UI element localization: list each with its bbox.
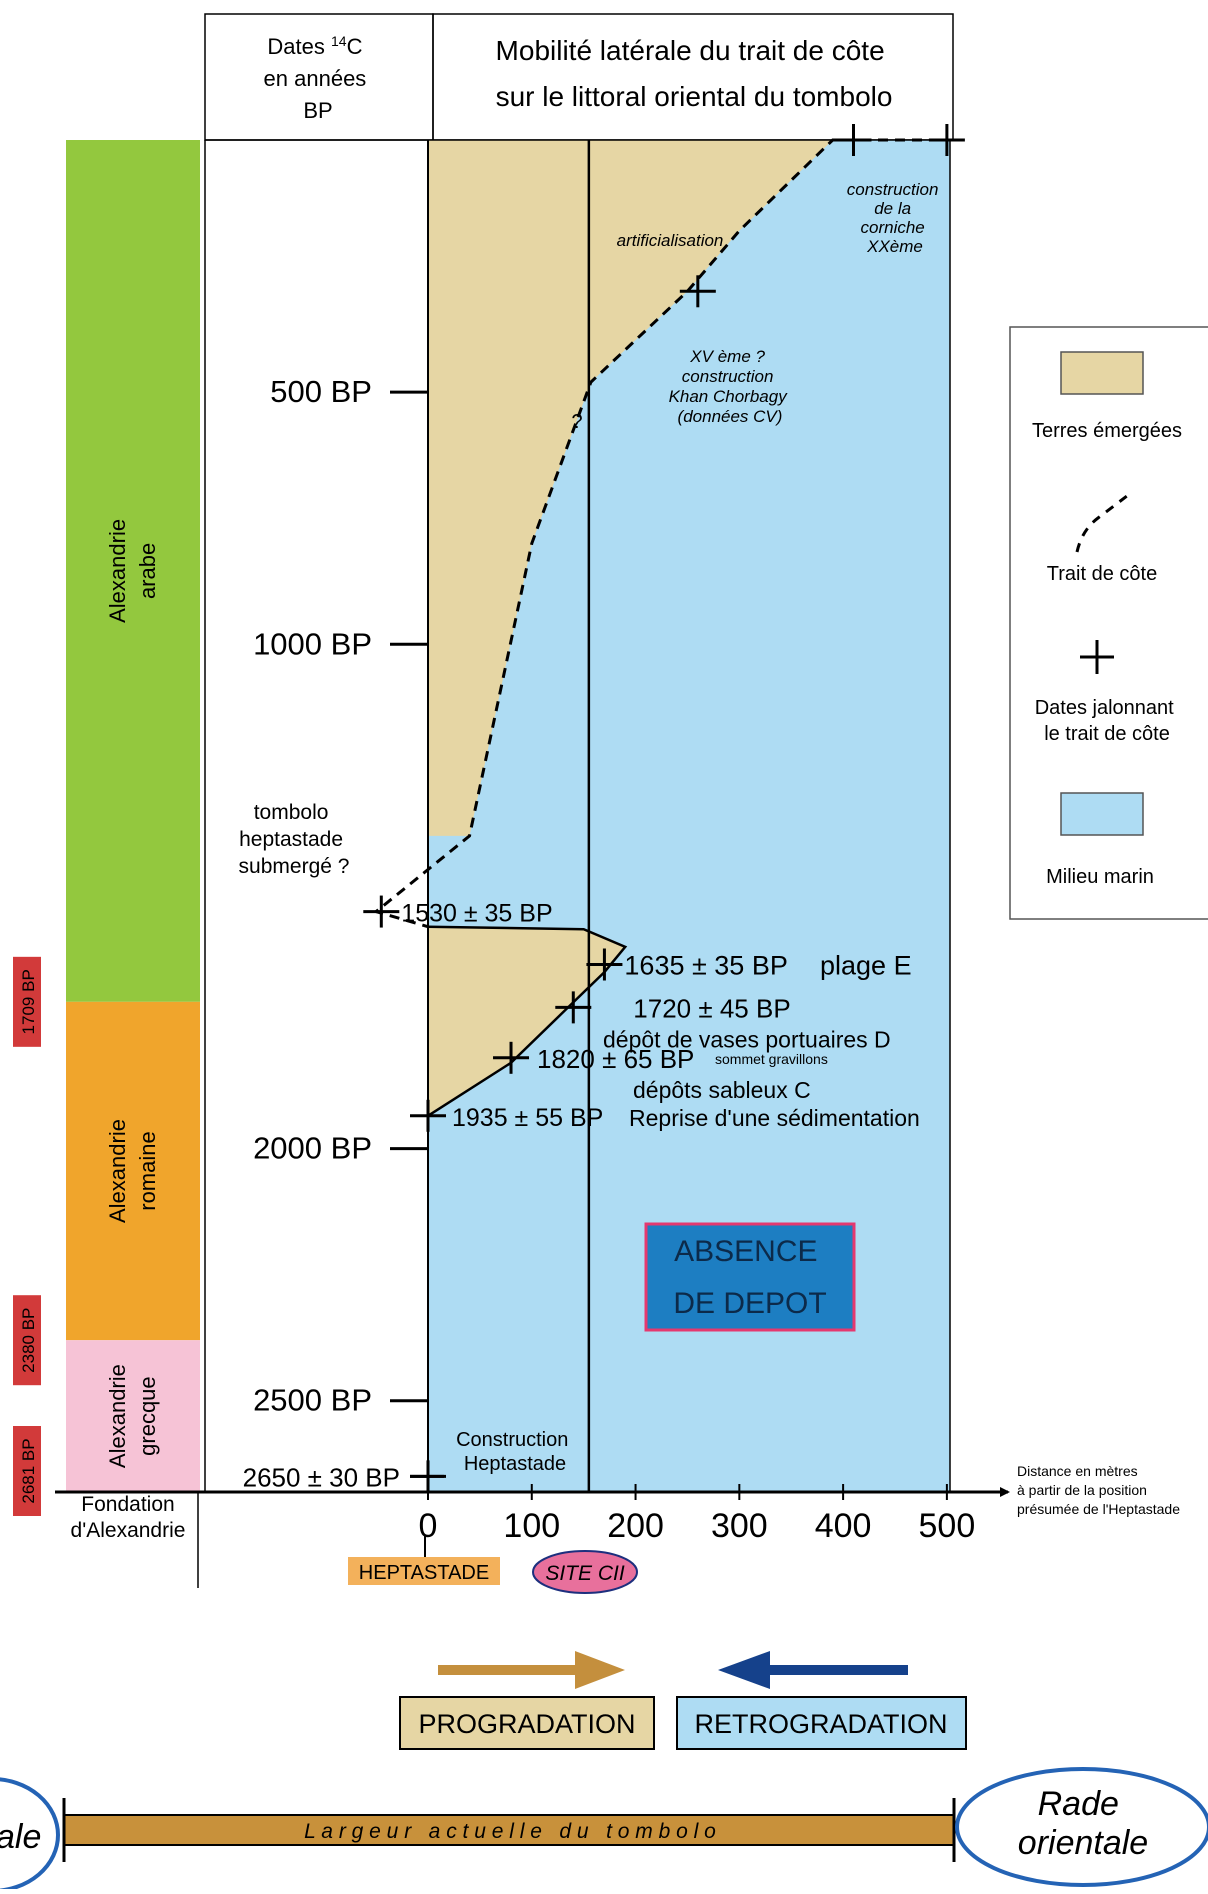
legend-land-label: Terres émergées <box>1032 420 1182 442</box>
cross-corniche-right <box>928 124 965 156</box>
date-cross-0 <box>363 895 400 928</box>
x-axis-caption: Distance en mètres à partir de la positi… <box>1017 1463 1180 1517</box>
x-tick-label: 500 <box>919 1507 976 1545</box>
date-markers: 1530 ± 35 BP 1635 ± 35 BP 1720 ± 45 BP 1820… <box>363 124 965 1493</box>
x-tick-label: 400 <box>815 1507 872 1545</box>
retrogradation-label: RETROGRADATION <box>694 1709 947 1739</box>
note-reprise-sedimentation: Reprise d'une sédimentation <box>629 1105 920 1131</box>
west-harbour-label: ale <box>0 1818 41 1856</box>
boundary-tag-2681 <box>13 1426 41 1516</box>
cross-corniche-left <box>835 124 872 156</box>
site-cii-label: SITE CII <box>545 1562 625 1585</box>
x-ticks: 0 100 200 300 400 500 <box>419 1484 976 1545</box>
heptastade-tag <box>348 1557 500 1585</box>
period-bar-romaine <box>66 1001 200 1341</box>
x-tick-label: 300 <box>711 1507 768 1545</box>
note-plage-e: plage E <box>820 951 912 981</box>
x-tick-label: 0 <box>419 1507 438 1545</box>
chart-title: Mobilité latérale du trait de côte sur l… <box>496 35 893 112</box>
progradation-label: PROGRADATION <box>418 1709 635 1739</box>
date-cross-3 <box>493 1041 530 1074</box>
date-cross-1 <box>586 948 623 981</box>
progradation-arrow <box>438 1651 625 1689</box>
west-harbour-oval <box>0 1777 60 1893</box>
fondation-label: Fondation d'Alexandrie <box>71 1493 186 1542</box>
legend-sea-swatch <box>1060 792 1144 836</box>
note-depots-sableux: dépôts sableux C <box>633 1077 811 1103</box>
period-label-arabe: Alexandrie arabe <box>105 519 160 623</box>
period-label-romaine: Alexandrie romaine <box>105 1119 160 1223</box>
retrogradation-arrow <box>718 1651 908 1689</box>
artificialisation-annotation: artificialisation <box>617 231 724 250</box>
date-label-0: 1530 ± 35 BP <box>401 900 552 928</box>
site-cii-tag <box>532 1550 638 1594</box>
note-sommet-gravillons: sommet gravillons <box>715 1051 828 1067</box>
tombolo-annotation: tombolo heptastade submergé ? <box>239 801 350 878</box>
date-label-1: 1635 ± 35 BP <box>624 951 787 981</box>
east-harbour-oval <box>955 1767 1208 1887</box>
title-header-box <box>432 13 954 141</box>
boundary-tag-label: 2380 BP <box>19 1308 38 1373</box>
legend-dates-label: Dates jalonnant le trait de côte <box>1035 697 1180 745</box>
date-label-3: 1820 ± 65 BP <box>537 1044 694 1074</box>
period-bar-grecque <box>66 1340 200 1492</box>
question-mark: ? <box>571 411 582 433</box>
note-depot-vases: dépôt de vases portuaires D <box>603 1026 891 1052</box>
boundary-tag-2380 <box>13 1295 41 1386</box>
boundary-tags: 1709 BP 2380 BP 2681 BP Fondation d'Alexandr… <box>13 956 186 1542</box>
tombolo-width-band <box>63 1814 955 1846</box>
legend-shoreline-icon <box>1075 490 1133 553</box>
corniche-annotation: construction de la corniche XXème <box>847 180 943 256</box>
date-cross-4 <box>410 1099 446 1132</box>
x-tick-label: 100 <box>503 1507 560 1545</box>
boundary-tag-1709 <box>13 956 41 1047</box>
heptastade-label: HEPTASTADE <box>359 1562 489 1584</box>
legend-cross-icon <box>1080 640 1114 674</box>
time-tick-label: 500 BP <box>270 374 372 409</box>
retrogradation-box <box>676 1696 967 1750</box>
tombolo-width-label: L a r g e u r a c t u e l l e d u t o m … <box>304 1820 716 1843</box>
time-tick-label: 2500 BP <box>253 1383 372 1418</box>
khan-chorbagy-annotation: XV ème ? construction Khan Chorbagy (don… <box>669 347 792 426</box>
east-harbour-label: Rade orientale <box>1018 1785 1148 1862</box>
time-tick-label: 2000 BP <box>253 1131 372 1166</box>
time-ticks: 500 BP 1000 BP 2000 BP 2500 BP 2650 ± 30 BP <box>243 374 444 1492</box>
land-area-upper <box>428 140 922 836</box>
time-tick-label: 2650 ± 30 BP <box>243 1462 400 1492</box>
progradation-box <box>399 1696 655 1750</box>
absence-de-depot-label: ABSENCE DE DEPOT <box>673 1235 826 1320</box>
date-cross-2 <box>555 991 592 1024</box>
legend-land-swatch <box>1060 351 1144 395</box>
boundary-tag-label: 1709 BP <box>19 969 38 1034</box>
cross-heptastade <box>410 1460 446 1493</box>
period-bars: Alexandrie arabe Alexandrie romaine Alexandr… <box>66 140 200 1492</box>
cross-khan-chorbagy <box>679 275 716 308</box>
legend: Terres émergées Trait de côte Dates jalo… <box>1009 326 1208 920</box>
legend-shoreline-label: Trait de côte <box>1047 563 1157 585</box>
x-tick-label: 200 <box>607 1507 664 1545</box>
shoreline-dashed <box>372 138 922 929</box>
absence-de-depot-box <box>644 1222 856 1332</box>
date-label-2: 1720 ± 45 BP <box>633 993 790 1023</box>
period-label-grecque: Alexandrie grecque <box>105 1364 160 1468</box>
construction-heptastade-annotation: Construction Heptastade <box>456 1429 574 1475</box>
dates-header: Dates 14C en années BP <box>264 33 373 123</box>
legend-sea-label: Milieu marin <box>1046 866 1154 888</box>
period-bar-arabe <box>66 140 200 1002</box>
time-tick-label: 1000 BP <box>253 626 372 661</box>
land-area-lower <box>428 926 626 1116</box>
date-label-4: 1935 ± 55 BP <box>452 1104 603 1132</box>
boundary-tag-label: 2681 BP <box>19 1438 38 1503</box>
